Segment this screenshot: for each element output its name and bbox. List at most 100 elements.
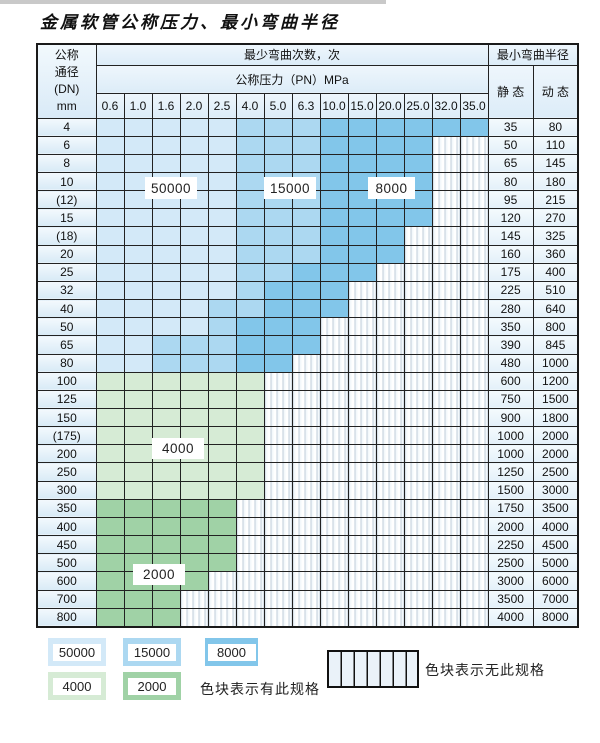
pressure-header-row: 0.6 1.0 1.6 2.0 2.5 4.0 5.0 6.3 10.0 15.0 20.0 25.0… — [37, 92, 578, 119]
cell-50000 — [179, 262, 209, 282]
cell-no-spec — [459, 262, 489, 282]
cell-no-spec — [431, 426, 461, 446]
dn-cell: 250 — [36, 462, 97, 482]
static-value-cell: 175 — [487, 262, 534, 282]
cell-50000 — [151, 262, 181, 282]
table-row: 4 35 80 — [36, 117, 579, 137]
dynamic-value-cell: 80 — [532, 117, 579, 137]
cell-no-spec — [291, 553, 321, 573]
cell-50000 — [151, 280, 181, 301]
cell-8000 — [403, 117, 433, 137]
cell-4000 — [179, 389, 209, 410]
cell-15000 — [151, 335, 181, 355]
cell-no-spec — [291, 480, 321, 500]
cell-50000 — [95, 135, 125, 155]
cell-no-spec — [375, 335, 405, 355]
pressure-col-header: 15.0 — [347, 92, 377, 119]
cell-8000 — [347, 262, 377, 282]
cell-4000 — [123, 389, 153, 410]
cell-no-spec — [235, 589, 265, 609]
dn-cell: 25 — [36, 262, 97, 282]
cell-50000 — [95, 171, 125, 192]
cell-no-spec — [459, 571, 489, 591]
cell-no-spec — [375, 353, 405, 373]
cell-50000 — [179, 317, 209, 337]
cell-no-spec — [431, 299, 461, 319]
corner-line2: 通径 — [54, 65, 79, 80]
min-bend-radius-header: 最小弯曲半径 — [487, 43, 579, 66]
cell-no-spec — [459, 535, 489, 555]
cell-4000 — [207, 426, 237, 446]
cell-8000 — [347, 135, 377, 155]
cell-50000 — [179, 117, 209, 137]
cell-50000 — [123, 299, 153, 319]
cell-no-spec — [291, 389, 321, 410]
cell-8000 — [403, 153, 433, 173]
cell-2000 — [207, 498, 237, 518]
cell-50000 — [123, 135, 153, 155]
cell-no-spec — [347, 335, 377, 355]
cell-no-spec — [459, 153, 489, 173]
cell-4000 — [179, 407, 209, 428]
cell-50000 — [151, 135, 181, 155]
static-value-cell: 145 — [487, 226, 534, 246]
cell-8000 — [263, 299, 293, 319]
static-value-cell: 65 — [487, 153, 534, 173]
static-value-cell: 50 — [487, 135, 534, 155]
cell-no-spec — [459, 317, 489, 337]
cell-4000 — [235, 389, 265, 410]
cell-no-spec — [375, 535, 405, 555]
pressure-col-header: 35.0 — [459, 92, 489, 119]
dynamic-value-cell: 5000 — [532, 553, 579, 573]
bend-count-header: 最少弯曲次数，次 — [95, 43, 489, 66]
cell-no-spec — [319, 498, 349, 518]
cell-no-spec — [375, 607, 405, 628]
cell-no-spec — [319, 407, 349, 428]
cell-2000 — [151, 535, 181, 555]
cell-no-spec — [347, 280, 377, 301]
cell-no-spec — [291, 516, 321, 537]
cell-no-spec — [431, 190, 461, 210]
dn-cell: 500 — [36, 553, 97, 573]
cell-8000 — [263, 335, 293, 355]
cell-no-spec — [207, 571, 237, 591]
cell-2000 — [123, 498, 153, 518]
dn-cell: 600 — [36, 571, 97, 591]
cell-50000 — [207, 153, 237, 173]
cell-50000 — [123, 335, 153, 355]
cell-8000 — [291, 262, 321, 282]
static-header: 静 态 — [487, 64, 534, 119]
cell-no-spec — [403, 244, 433, 264]
static-value-cell: 3000 — [487, 571, 534, 591]
cell-no-spec — [403, 426, 433, 446]
table-row: 50 350 800 — [36, 317, 579, 337]
table-header: 公称 通径 (DN) mm 最少弯曲次数，次 最小弯曲半径 公称压力（PN）MP… — [36, 43, 579, 119]
cell-15000 — [235, 190, 265, 210]
pressure-col-header: 1.6 — [151, 92, 181, 119]
cell-no-spec — [403, 498, 433, 518]
cell-50000 — [207, 190, 237, 210]
cell-4000 — [123, 444, 153, 464]
cell-no-spec — [459, 607, 489, 628]
cell-2000 — [95, 607, 125, 628]
cell-no-spec — [431, 335, 461, 355]
dynamic-header: 动 态 — [532, 64, 579, 119]
cell-no-spec — [459, 244, 489, 264]
legend-swatch-2000: 2000 — [123, 672, 181, 700]
cell-4000 — [207, 462, 237, 482]
cell-no-spec — [459, 444, 489, 464]
cell-8000 — [263, 280, 293, 301]
cell-50000 — [95, 299, 125, 319]
static-value-cell: 1750 — [487, 498, 534, 518]
cell-no-spec — [459, 480, 489, 500]
cell-no-spec — [403, 462, 433, 482]
cell-4000 — [207, 444, 237, 464]
cell-15000 — [263, 117, 293, 137]
cell-no-spec — [291, 444, 321, 464]
cell-15000 — [263, 135, 293, 155]
cell-50000 — [95, 280, 125, 301]
cell-4000 — [179, 462, 209, 482]
cell-50000 — [151, 226, 181, 246]
table-row: 8 65 145 — [36, 153, 579, 173]
dynamic-value-cell: 270 — [532, 208, 579, 228]
